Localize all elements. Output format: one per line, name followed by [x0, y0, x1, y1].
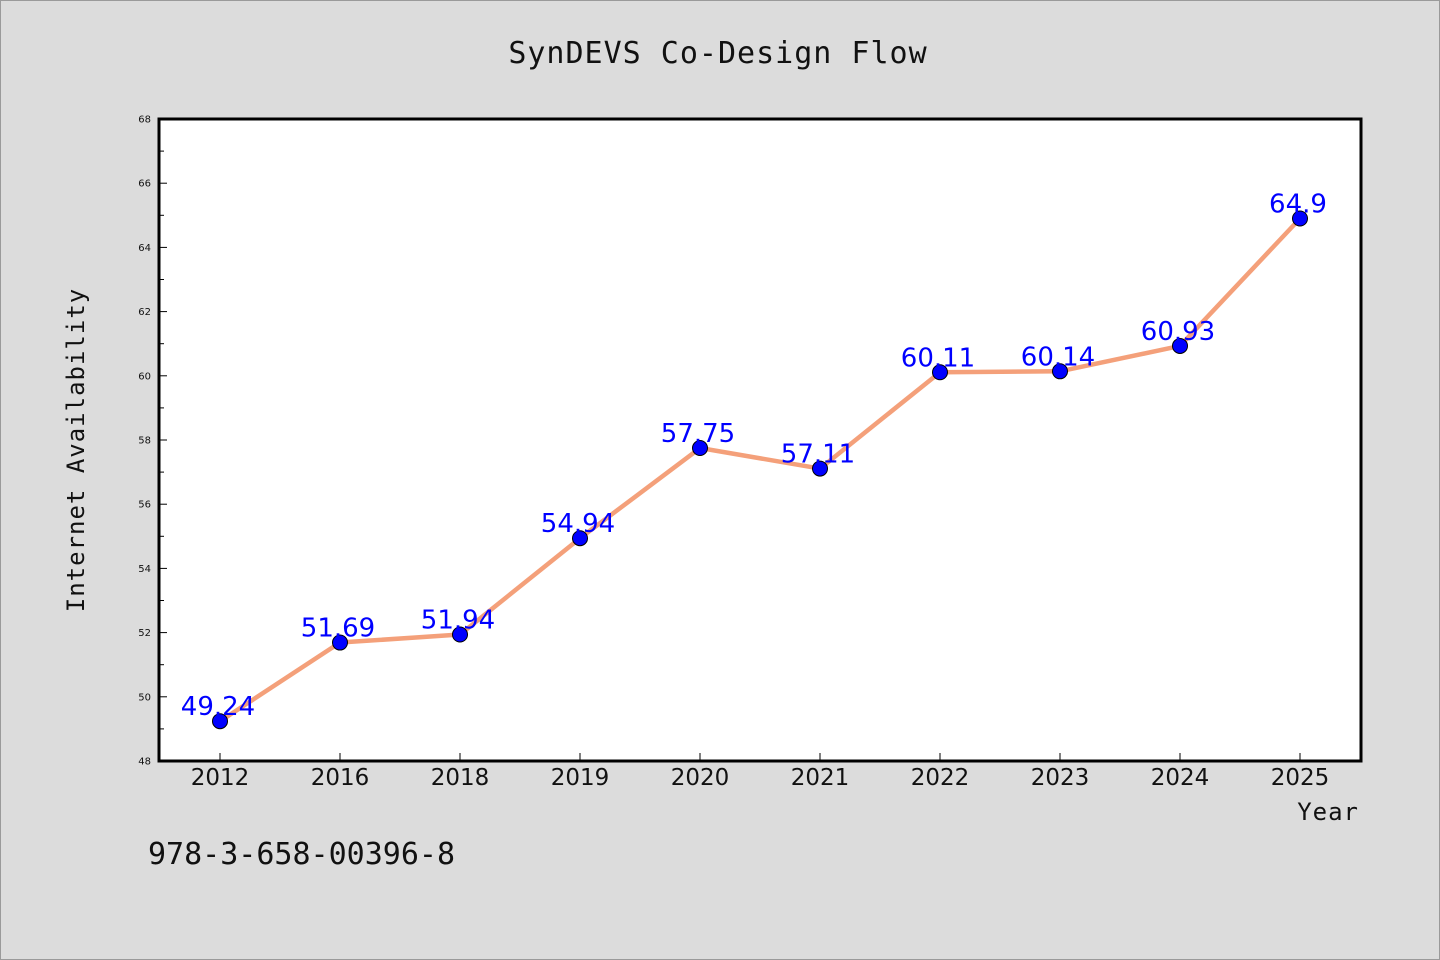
- data-point-2022: [932, 364, 948, 381]
- data-label-2025: 64.9: [1269, 190, 1327, 220]
- data-label-2012: 49.24: [181, 692, 255, 722]
- plot-area: [157, 117, 1363, 763]
- series-line-group: [217, 216, 1303, 724]
- x-axis: 2012 2016 2018 2019 2020 2021 2022 2023 2024 2025: [191, 753, 1330, 791]
- x-tick-label-2: 2018: [431, 765, 490, 791]
- data-label-2016: 51.69: [301, 614, 375, 644]
- y-tick-label-6: 60: [138, 371, 151, 382]
- y-tick-label-4: 56: [138, 500, 151, 511]
- data-point-2012: [212, 713, 228, 730]
- chart-title: SynDEVS Co-Design Flow: [508, 36, 927, 71]
- y-tick-label-8: 64: [138, 243, 151, 254]
- data-label-2019: 54.94: [541, 509, 615, 539]
- y-tick-label-7: 62: [138, 307, 151, 318]
- y-tick-label-1: 50: [138, 692, 151, 703]
- y-axis: 48 50 52 54 56 58 60 62 64 66 68: [138, 115, 167, 768]
- x-tick-label-1: 2016: [311, 765, 370, 791]
- x-tick-label-6: 2022: [911, 765, 970, 791]
- x-axis-label: Year: [1297, 798, 1359, 826]
- x-tick-label-9: 2025: [1271, 765, 1330, 791]
- y-tick-label-9: 66: [138, 179, 151, 190]
- data-point-2018: [452, 626, 468, 643]
- data-point-2019: [572, 530, 588, 547]
- y-tick-label-0: 48: [138, 757, 151, 768]
- x-tick-label-4: 2020: [671, 765, 730, 791]
- x-tick-label-0: 2012: [191, 765, 250, 791]
- footer-code: 978-3-658-00396-8: [148, 837, 455, 872]
- x-tick-label-5: 2021: [791, 765, 850, 791]
- y-tick-label-10: 68: [138, 115, 151, 126]
- data-point-2020: [692, 440, 708, 457]
- data-point-2024: [1172, 337, 1188, 354]
- x-tick-label-7: 2023: [1031, 765, 1090, 791]
- data-label-2021: 57.11: [781, 440, 855, 470]
- y-axis-label: Internet Availability: [62, 288, 90, 612]
- x-tick-label-8: 2024: [1151, 765, 1210, 791]
- data-point-2023: [1052, 363, 1068, 380]
- markers-group: [212, 210, 1308, 730]
- y-tick-label-3: 54: [138, 564, 151, 575]
- data-point-2021: [812, 460, 828, 477]
- data-labels-group: 49.24 51.69 51.94 54.94 57.75 57.11 60.11 60.14…: [181, 190, 1327, 723]
- data-point-2025: [1292, 210, 1308, 227]
- data-label-2023: 60.14: [1021, 342, 1095, 372]
- series-line: [217, 216, 1303, 724]
- data-label-2020: 57.75: [661, 419, 735, 449]
- data-label-2022: 60.11: [901, 343, 975, 373]
- y-tick-label-2: 52: [138, 628, 151, 639]
- x-tick-label-3: 2019: [551, 765, 610, 791]
- data-label-2018: 51.94: [421, 606, 495, 636]
- data-label-2024: 60.93: [1141, 317, 1215, 347]
- data-point-2016: [332, 634, 348, 651]
- y-tick-label-5: 58: [138, 436, 151, 447]
